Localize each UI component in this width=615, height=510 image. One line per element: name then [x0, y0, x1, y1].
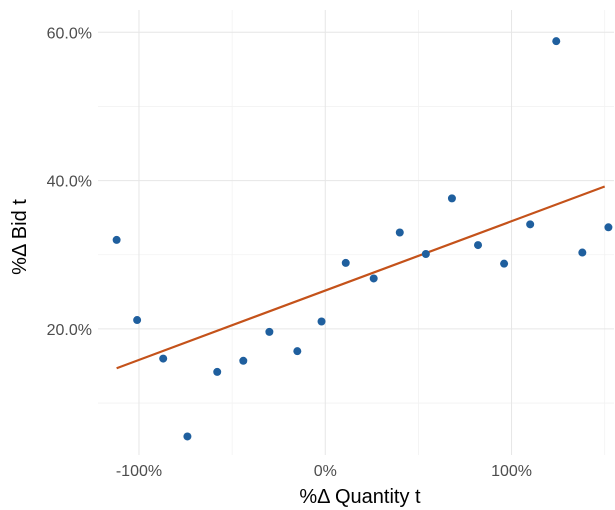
x-tick-label: 100% [491, 463, 532, 480]
y-tick-label: 60.0% [47, 25, 92, 42]
data-point [133, 316, 142, 325]
data-point [552, 37, 561, 46]
data-point [500, 259, 509, 268]
data-point [213, 367, 222, 376]
data-point [183, 432, 192, 441]
data-point [395, 228, 404, 237]
major-gridlines [98, 10, 614, 455]
data-point [526, 220, 535, 229]
y-tick-label: 40.0% [47, 174, 92, 191]
data-point [604, 223, 613, 232]
data-point [369, 274, 378, 283]
y-tick-labels: 20.0% 40.0% 60.0% [47, 25, 92, 339]
data-point [112, 235, 121, 244]
data-point [317, 317, 326, 326]
y-axis-title: %Δ Bid t [9, 199, 31, 275]
x-tick-labels: -100% 0% 100% [116, 463, 532, 480]
data-point [341, 258, 350, 267]
x-axis-title: %Δ Quantity t [299, 486, 421, 508]
data-point [293, 347, 302, 356]
data-point [159, 354, 168, 363]
y-tick-label: 20.0% [47, 322, 92, 339]
x-tick-label: -100% [116, 463, 162, 480]
data-point [239, 356, 248, 365]
data-point [421, 250, 430, 259]
data-point [265, 327, 274, 336]
data-point [578, 248, 587, 257]
data-point [447, 194, 456, 203]
data-points [112, 37, 613, 441]
minor-gridlines [98, 10, 614, 455]
fit-line [116, 185, 606, 370]
x-tick-label: 0% [314, 463, 337, 480]
fit-line-layer [116, 185, 606, 370]
data-point [474, 241, 483, 250]
